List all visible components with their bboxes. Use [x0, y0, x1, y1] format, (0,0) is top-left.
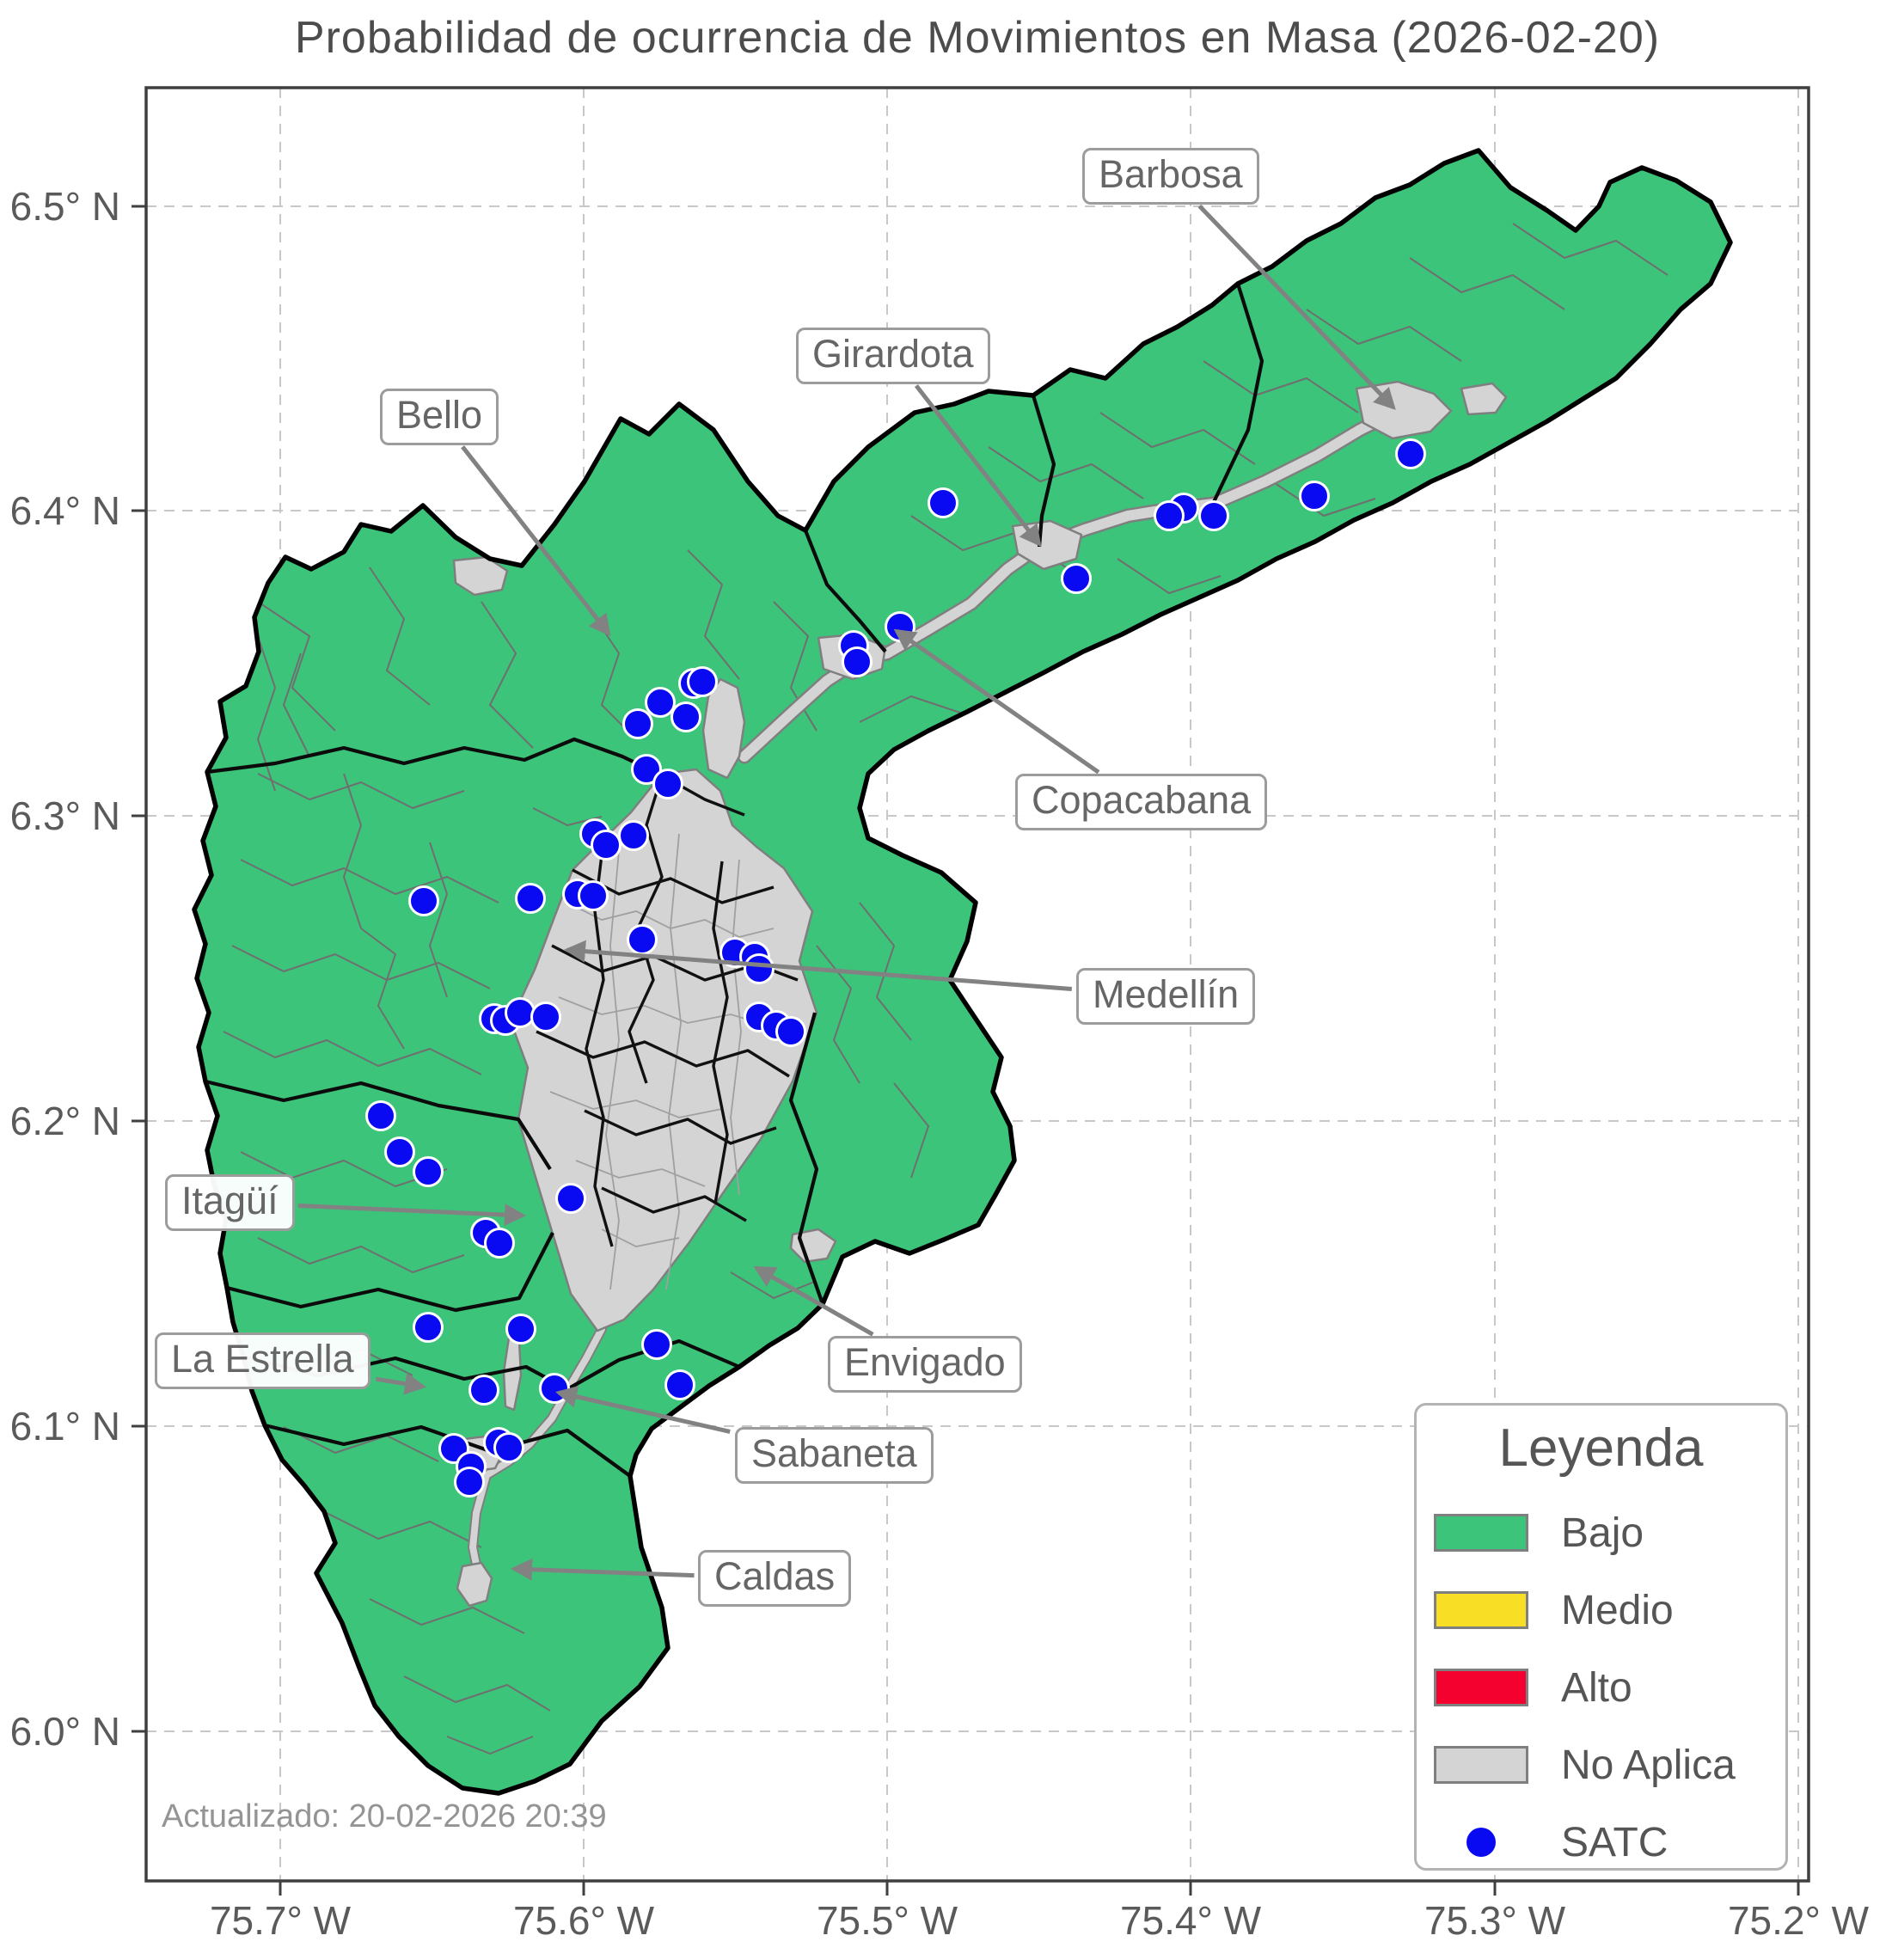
satc-point: [622, 708, 653, 739]
satc-point: [885, 611, 915, 642]
page-title: Probabilidad de ocurrencia de Movimiento…: [294, 13, 1661, 63]
x-tick-label: 75.4° W: [1120, 1898, 1262, 1943]
callout-arrow: [914, 384, 1042, 548]
plot-frame: [144, 86, 1810, 1883]
x-tick-label: 75.6° W: [513, 1898, 655, 1943]
satc-point: [1395, 438, 1426, 469]
satc-point: [652, 769, 683, 799]
legend-title: Leyenda: [1498, 1418, 1704, 1478]
satc-point: [555, 1183, 586, 1214]
y-tick-label: 6.3° N: [10, 793, 120, 838]
satc-point: [1154, 500, 1185, 531]
x-tick-label: 75.3° W: [1424, 1898, 1566, 1943]
urban-corridor: [701, 677, 746, 780]
urban-envigado: [789, 1228, 837, 1264]
satc-point: [631, 754, 662, 785]
callout-arrow: [297, 1203, 526, 1227]
callout-arrow: [461, 445, 611, 637]
legend-label: No Aplica: [1561, 1742, 1736, 1788]
legend-label: Bajo: [1561, 1510, 1644, 1556]
satc-point: [1061, 563, 1092, 594]
callout-arrow: [555, 1385, 731, 1434]
satc-point: [645, 687, 676, 718]
x-tick-label: 75.5° W: [817, 1898, 958, 1943]
callout-girardota: Girardota: [796, 328, 990, 384]
satc-point: [641, 1329, 672, 1360]
satc-point: [468, 1375, 499, 1406]
legend: Leyenda Bajo Medio Alto No Aplica SATC: [1414, 1403, 1788, 1871]
callout-copacabana: Copacabana: [1015, 774, 1268, 830]
legend-satc-dot-icon: [1466, 1828, 1496, 1857]
callout-sabaneta: Sabaneta: [735, 1427, 934, 1484]
legend-rows: Bajo Medio Alto No Aplica SATC: [1417, 1494, 1785, 1881]
callout-envigado: Envigado: [828, 1336, 1022, 1393]
y-tick-label: 6.4° N: [10, 488, 120, 533]
satc-point: [670, 701, 701, 732]
legend-item-no-aplica: No Aplica: [1417, 1726, 1785, 1804]
satc-point: [744, 953, 775, 984]
satc-point: [413, 1312, 444, 1343]
x-tick-label: 75.7° W: [210, 1898, 352, 1943]
callout-medell-n: Medellín: [1076, 968, 1256, 1025]
callout-arrow: [1197, 204, 1396, 410]
y-tick-label: 6.2° N: [10, 1099, 120, 1143]
satc-point: [515, 883, 546, 914]
y-tick-label: 6.0° N: [10, 1709, 120, 1754]
satc-point: [687, 666, 718, 697]
callout-itag-: Itagüí: [165, 1174, 295, 1231]
legend-swatch: [1434, 1828, 1528, 1857]
y-tick-label: 6.5° N: [10, 184, 120, 229]
satc-point: [505, 1314, 536, 1344]
satc-point: [384, 1136, 415, 1167]
callout-arrows-layer: [297, 204, 1396, 1581]
satc-point: [539, 1373, 570, 1404]
legend-swatch: [1434, 1591, 1528, 1629]
satc-points-layer: [365, 438, 1426, 1498]
satc-point: [578, 880, 609, 911]
legend-swatch: [1434, 1746, 1528, 1784]
legend-item-medio: Medio: [1417, 1571, 1785, 1649]
updated-timestamp: Actualizado: 20-02-2026 20:39: [162, 1798, 607, 1834]
legend-item-alto: Alto: [1417, 1649, 1785, 1726]
legend-swatch: [1434, 1514, 1528, 1552]
satc-point: [408, 885, 439, 916]
satc-point: [413, 1156, 444, 1187]
satc-point: [1299, 481, 1330, 511]
callout-bello: Bello: [380, 389, 499, 445]
callout-barbosa: Barbosa: [1082, 148, 1259, 205]
callout-arrow: [375, 1372, 426, 1395]
satc-point: [454, 1467, 485, 1498]
satc-point: [591, 830, 621, 861]
callout-caldas: Caldas: [698, 1550, 852, 1607]
axis-ticks-layer: 75.7° W 75.6° W 75.5° W 75.4° W 75.3° W 75.2°…: [10, 184, 1870, 1943]
satc-point: [842, 646, 873, 677]
satc-point: [484, 1228, 515, 1259]
satc-point: [775, 1016, 806, 1047]
legend-item-satc: SATC: [1417, 1804, 1785, 1881]
legend-label: Alto: [1561, 1664, 1632, 1711]
satc-point: [365, 1100, 396, 1131]
satc-point: [493, 1432, 524, 1463]
satc-point: [1198, 500, 1229, 531]
callout-arrow: [753, 1265, 874, 1337]
legend-label: Medio: [1561, 1587, 1674, 1633]
callout-arrow: [893, 628, 1100, 775]
satc-point: [505, 997, 536, 1028]
satc-point: [664, 1369, 695, 1400]
satc-point: [928, 487, 958, 518]
satc-point: [627, 924, 658, 955]
legend-item-bajo: Bajo: [1417, 1494, 1785, 1571]
x-tick-label: 75.2° W: [1728, 1898, 1870, 1943]
satc-point: [530, 1001, 561, 1032]
urban-caldas: [456, 1561, 493, 1608]
y-tick-label: 6.1° N: [10, 1404, 120, 1449]
callout-la-estrella: La Estrella: [155, 1332, 370, 1389]
callout-arrow: [511, 1558, 695, 1581]
legend-swatch: [1434, 1669, 1528, 1706]
legend-label: SATC: [1561, 1819, 1669, 1865]
satc-point: [618, 820, 649, 851]
callout-arrow: [564, 940, 1072, 992]
